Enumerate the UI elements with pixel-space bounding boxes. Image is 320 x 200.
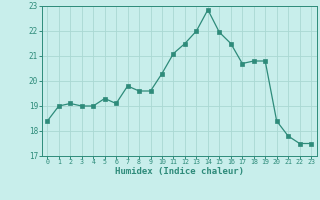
X-axis label: Humidex (Indice chaleur): Humidex (Indice chaleur)	[115, 167, 244, 176]
